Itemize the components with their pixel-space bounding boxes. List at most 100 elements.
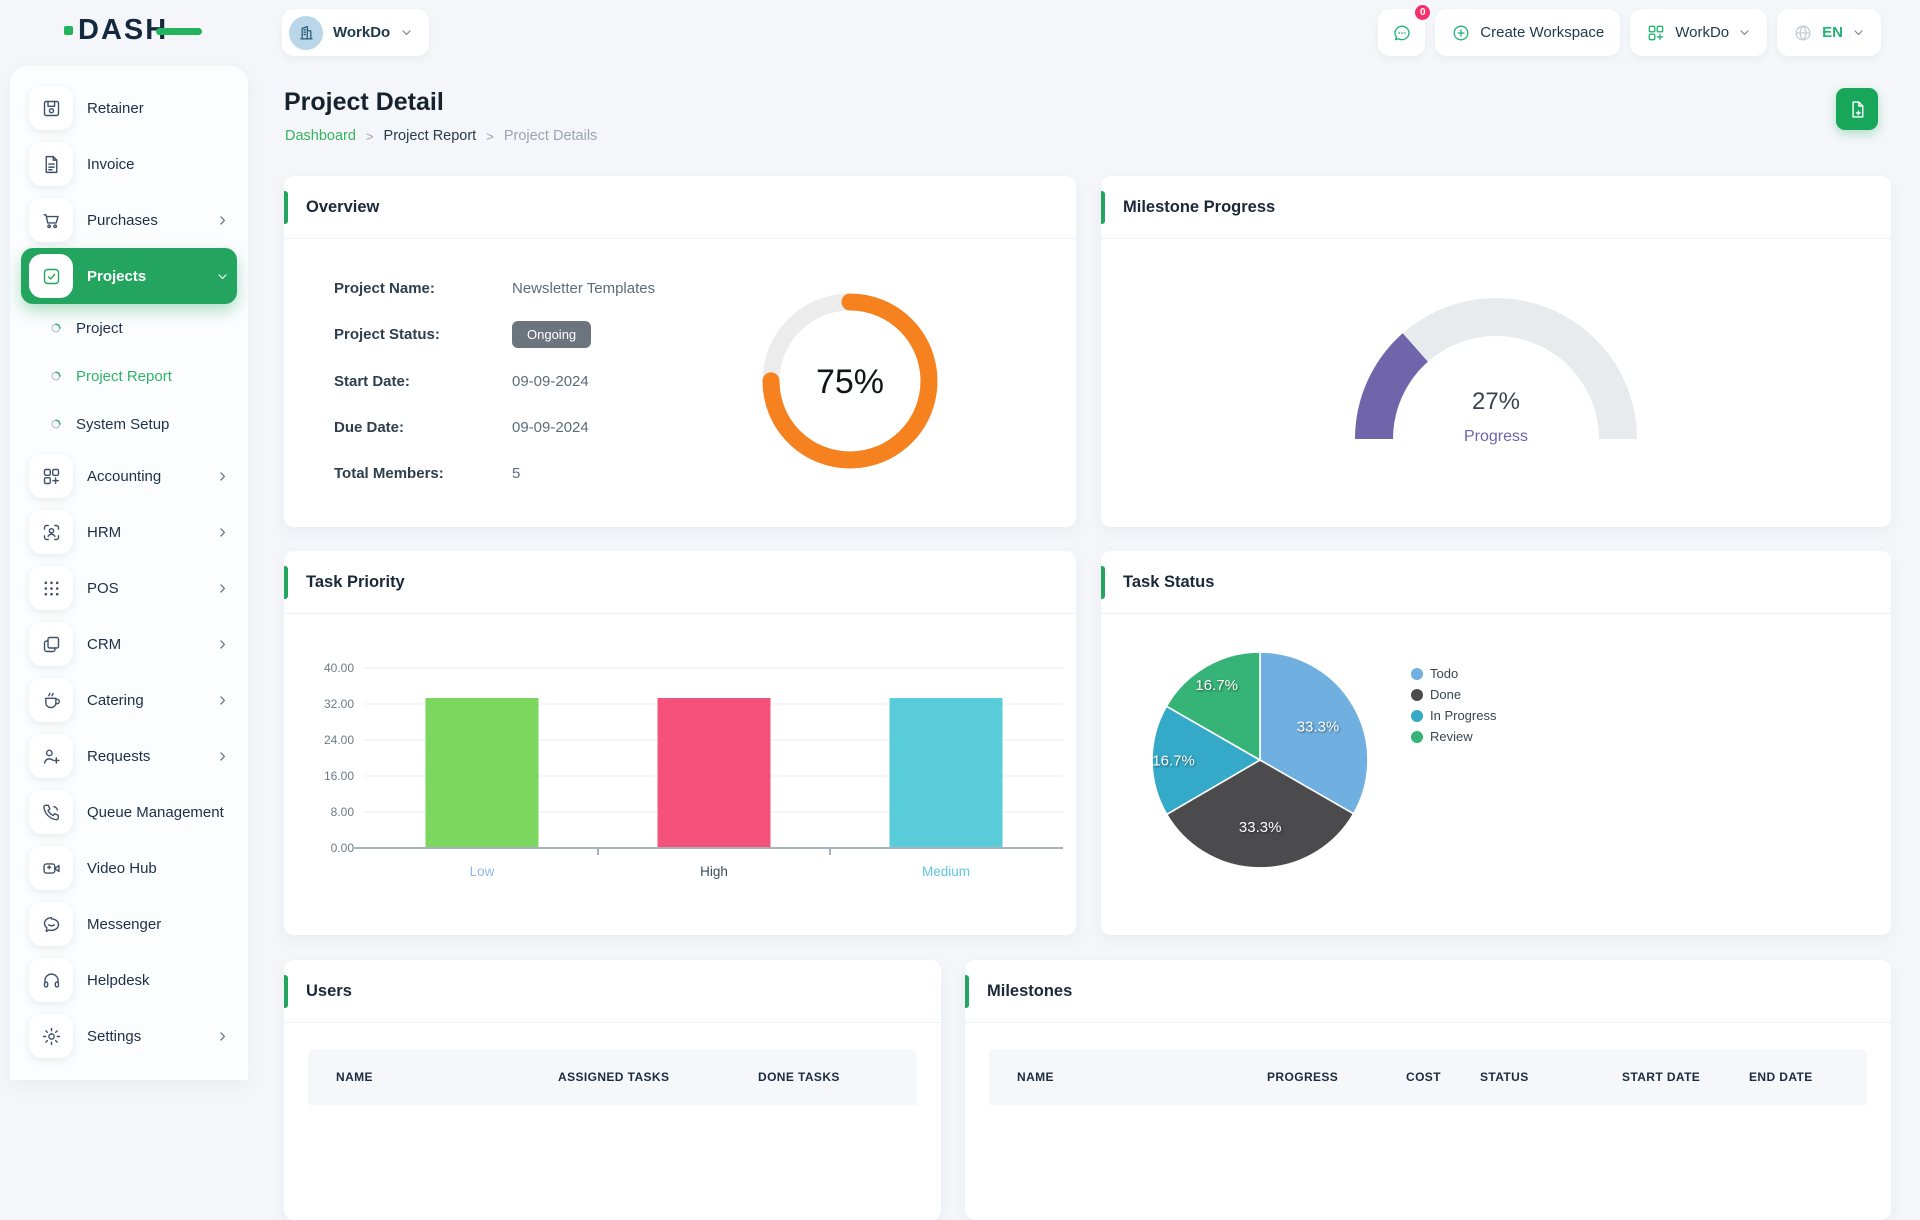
sidebar-item-retainer[interactable]: Retainer: [21, 80, 237, 136]
overview-card: Overview Project Name: Newsletter Templat…: [284, 176, 1076, 527]
breadcrumb-item[interactable]: Project Report: [383, 128, 477, 144]
sidebar-item-label: CRM: [87, 635, 122, 653]
sidebar-item-messenger[interactable]: Messenger: [21, 896, 237, 952]
sidebar-item-label: Catering: [87, 691, 144, 709]
workspace-selector[interactable]: WorkDo: [282, 9, 430, 56]
legend-label: Todo: [1430, 666, 1459, 681]
field-label: Total Members:: [334, 464, 444, 482]
sidebar-item-projects[interactable]: Projects: [21, 248, 237, 304]
legend-dot: [1411, 667, 1423, 680]
sidebar-item-helpdesk[interactable]: Helpdesk: [21, 952, 237, 1008]
sidebar-item-settings[interactable]: Settings: [21, 1008, 237, 1064]
svg-text:High: High: [700, 864, 728, 879]
chat-icon: [1392, 23, 1412, 43]
milestones-card: Milestones NAME PROGRESS COST STATUS START D…: [965, 960, 1891, 1220]
sidebar-subitem-project[interactable]: Project: [21, 304, 237, 352]
file-export-icon: [1847, 99, 1868, 120]
circle-icon: [49, 321, 63, 335]
svg-text:Medium: Medium: [922, 864, 970, 879]
overview-field-total-members: Total Members: 5: [334, 460, 655, 486]
globe-icon: [1793, 23, 1813, 43]
task-status-pie-chart: 33.3% 33.3% 16.7% 16.7%: [1148, 648, 1372, 872]
users-title: Users: [306, 981, 352, 1000]
workspace-name: WorkDo: [333, 24, 391, 41]
legend-dot: [1411, 730, 1423, 743]
cards-icon: [29, 622, 73, 666]
breadcrumb-separator: >: [486, 128, 494, 144]
headset-icon: [29, 958, 73, 1002]
sidebar-item-label: Purchases: [87, 211, 158, 229]
sidebar-item-hrm[interactable]: HRM: [21, 504, 237, 560]
sidebar-subitem-label: System Setup: [76, 415, 170, 433]
column-header-cost: COST: [1406, 1070, 1441, 1084]
pie-legend: Todo Done In Progress Review: [1411, 666, 1496, 750]
chevron-right-icon: [216, 526, 229, 539]
export-button[interactable]: [1836, 88, 1878, 130]
language-selector[interactable]: EN: [1777, 9, 1881, 56]
overview-card-header: Overview: [284, 176, 1076, 239]
sidebar-item-requests[interactable]: Requests: [21, 728, 237, 784]
gear-icon: [29, 1014, 73, 1058]
legend-item-todo: Todo: [1411, 666, 1496, 681]
file-text-icon: [29, 142, 73, 186]
column-header-name: NAME: [1017, 1070, 1054, 1084]
field-value: 5: [512, 464, 521, 482]
sidebar-subitem-project-report[interactable]: Project Report: [21, 352, 237, 400]
sidebar-item-label: Accounting: [87, 467, 162, 485]
svg-text:0.00: 0.00: [331, 841, 355, 855]
breadcrumb-item[interactable]: Dashboard: [285, 128, 356, 144]
sidebar-item-pos[interactable]: POS: [21, 560, 237, 616]
sidebar-item-catering[interactable]: Catering: [21, 672, 237, 728]
coffee-icon: [29, 678, 73, 722]
topbar: DASH WorkDo 0 Create Workspace WorkDo: [0, 0, 1920, 64]
users-table: NAME ASSIGNED TASKS DONE TASKS: [308, 1049, 917, 1105]
logo-text: DASH: [78, 14, 169, 46]
field-label: Due Date:: [334, 418, 405, 436]
milestone-progress-card-header: Milestone Progress: [1101, 176, 1891, 239]
breadcrumb: Dashboard > Project Report > Project Details: [285, 128, 597, 144]
sidebar-item-accounting[interactable]: Accounting: [21, 448, 237, 504]
chevron-right-icon: [216, 470, 229, 483]
sidebar-item-invoice[interactable]: Invoice: [21, 136, 237, 192]
milestones-table: NAME PROGRESS COST STATUS START DATE END DATE: [989, 1049, 1867, 1105]
topbar-actions: 0 Create Workspace WorkDo EN: [1378, 3, 1881, 56]
overview-field-start-date: Start Date: 09-09-2024: [334, 368, 655, 394]
field-label: Project Name:: [334, 279, 435, 297]
status-badge: Ongoing: [512, 321, 592, 348]
field-label: Project Status:: [334, 326, 440, 343]
sidebar-subitem-system-setup[interactable]: System Setup: [21, 400, 237, 448]
overview-fields: Project Name: Newsletter Templates Project…: [334, 275, 655, 506]
sidebar-item-label: Messenger: [87, 915, 162, 933]
task-status-card-header: Task Status: [1101, 551, 1891, 614]
brand-logo[interactable]: DASH: [64, 14, 203, 46]
sidebar-item-label: Queue Management: [87, 803, 224, 821]
chevron-right-icon: [216, 214, 229, 227]
grid-plus-icon: [29, 454, 73, 498]
workdo-menu-button[interactable]: WorkDo: [1630, 9, 1768, 56]
sidebar-item-crm[interactable]: CRM: [21, 616, 237, 672]
milestone-progress-gauge: 27% Progress: [1336, 279, 1656, 461]
video-icon: [29, 846, 73, 890]
sidebar-item-video-hub[interactable]: Video Hub: [21, 840, 237, 896]
logo-accent-dash: [156, 28, 203, 35]
sidebar-nav: Retainer Invoice Purchases Projects Project P…: [21, 80, 237, 1064]
chevron-down-icon: [1852, 26, 1865, 39]
sidebar-item-purchases[interactable]: Purchases: [21, 192, 237, 248]
svg-text:33.3%: 33.3%: [1297, 719, 1340, 736]
workdo-menu-label: WorkDo: [1675, 24, 1730, 41]
chevron-down-icon: [1738, 26, 1751, 39]
sidebar-item-label: Settings: [87, 1027, 142, 1045]
create-workspace-button[interactable]: Create Workspace: [1435, 9, 1621, 56]
page-title: Project Detail: [284, 88, 444, 116]
task-priority-bar-chart: 0.00 8.00 16.00 24.00 32.00 40.00 Low High Mediu…: [298, 648, 1068, 898]
sidebar-subitem-label: Project Report: [76, 367, 172, 385]
sidebar: Retainer Invoice Purchases Projects Project P…: [10, 66, 248, 1080]
sidebar-item-queue-management[interactable]: Queue Management: [21, 784, 237, 840]
plus-circle-icon: [1451, 23, 1471, 43]
messages-button[interactable]: 0: [1378, 3, 1433, 56]
save-icon: [29, 86, 73, 130]
svg-text:16.7%: 16.7%: [1152, 752, 1195, 769]
legend-dot: [1411, 709, 1423, 722]
cart-icon: [29, 198, 73, 242]
